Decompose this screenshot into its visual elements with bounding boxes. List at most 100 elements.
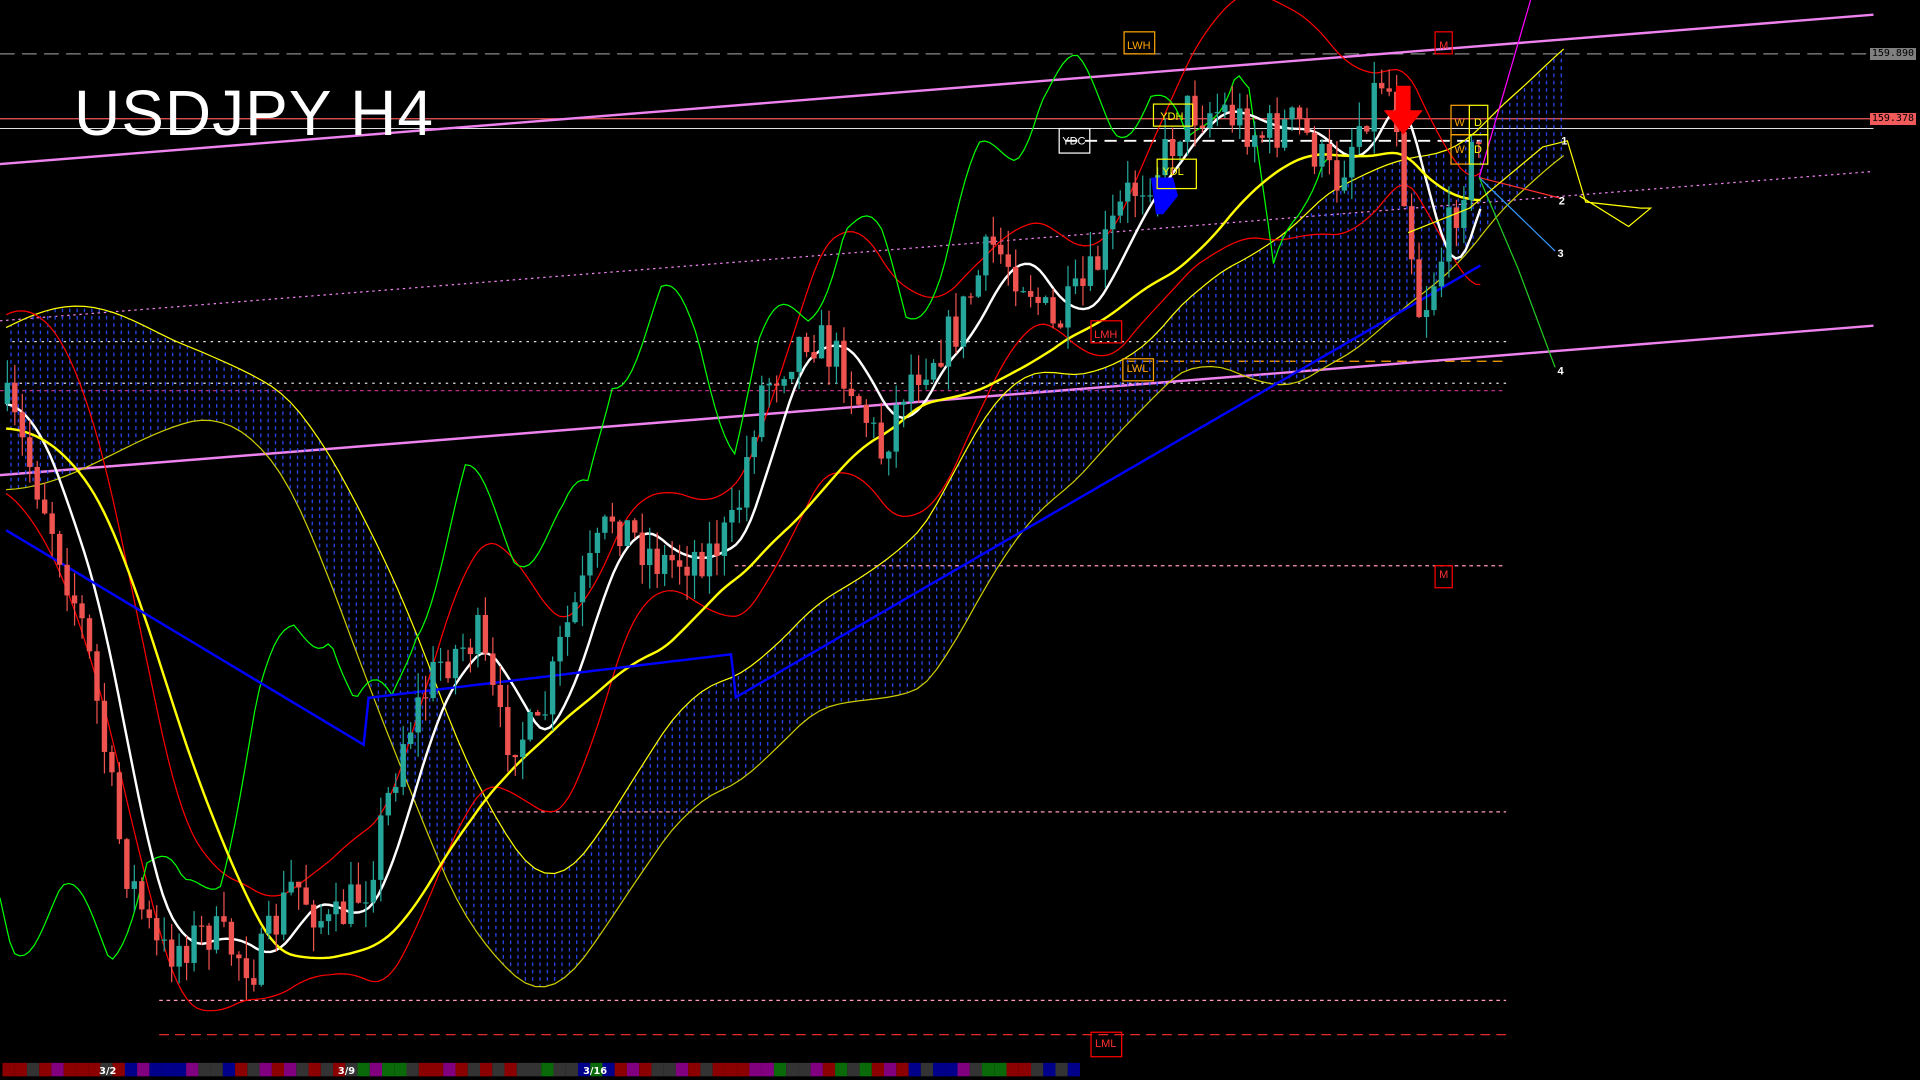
date-bar-segment bbox=[455, 1062, 468, 1077]
candle-body bbox=[430, 661, 436, 699]
date-bar-segment bbox=[675, 1062, 689, 1077]
date-bar-segment bbox=[528, 1062, 542, 1077]
candle-body bbox=[176, 945, 182, 967]
candle-body bbox=[288, 881, 294, 893]
candle-body bbox=[191, 925, 197, 963]
candle-body bbox=[1266, 113, 1273, 138]
lwh-box bbox=[1123, 31, 1156, 55]
candle-body bbox=[295, 881, 302, 888]
down-arrow-icon bbox=[1383, 85, 1423, 135]
candle-body bbox=[639, 532, 645, 566]
candle-body bbox=[818, 325, 825, 359]
date-bar-segment bbox=[761, 1062, 774, 1077]
date-bar-segment bbox=[822, 1062, 836, 1077]
candle-body bbox=[647, 548, 653, 566]
candle-body bbox=[699, 551, 705, 577]
lwh-label: LWH bbox=[1127, 40, 1151, 52]
candle-body bbox=[871, 422, 877, 424]
candle-body bbox=[945, 316, 952, 367]
date-bar-segment bbox=[565, 1062, 578, 1077]
candle-body bbox=[1214, 112, 1221, 114]
candle-body bbox=[714, 543, 720, 556]
candle-body bbox=[1095, 256, 1101, 270]
date-bar-segment bbox=[333, 1062, 346, 1077]
date-bar-segment bbox=[773, 1062, 787, 1077]
candle-body bbox=[490, 653, 496, 686]
date-bar-segment bbox=[284, 1062, 297, 1077]
moving-averages bbox=[5, 107, 1482, 960]
candle-body bbox=[4, 382, 11, 405]
candle-body bbox=[557, 636, 563, 662]
level-labels: LWH YDH YDC YDL LMH LWL LML M M W D W D … bbox=[1058, 31, 1567, 1058]
candle-body bbox=[1379, 82, 1385, 89]
candlesticks bbox=[4, 61, 1482, 1000]
candle-body bbox=[363, 902, 369, 904]
candle-body bbox=[534, 712, 541, 716]
date-bar-segment bbox=[614, 1062, 627, 1077]
candle-body bbox=[1087, 256, 1094, 286]
candle-body bbox=[594, 532, 601, 553]
candle-body bbox=[1184, 95, 1191, 142]
date-bar-segment bbox=[1006, 1062, 1019, 1077]
date-bar-segment bbox=[1055, 1062, 1068, 1077]
candle-body bbox=[915, 374, 922, 386]
date-bar-segment bbox=[186, 1062, 199, 1077]
candle-body bbox=[1027, 291, 1034, 297]
date-bar-segment bbox=[920, 1062, 934, 1077]
candle-body bbox=[1296, 107, 1303, 120]
date-bar-segment bbox=[26, 1062, 40, 1077]
candle-body bbox=[766, 383, 772, 386]
candle-body bbox=[781, 379, 787, 386]
candle-body bbox=[1438, 261, 1445, 287]
candle-body bbox=[1446, 207, 1452, 262]
date-bar-segment bbox=[541, 1062, 554, 1077]
candle-body bbox=[281, 892, 287, 935]
candle-body bbox=[408, 732, 414, 745]
candle-body bbox=[609, 516, 616, 522]
candle-body bbox=[1177, 141, 1183, 157]
date-bar-segment bbox=[222, 1062, 236, 1077]
candle-body bbox=[1304, 119, 1310, 133]
candle-body bbox=[258, 933, 264, 985]
candle-body bbox=[310, 904, 317, 928]
candle-body bbox=[1334, 160, 1340, 191]
candle-body bbox=[923, 379, 929, 386]
candle-body bbox=[340, 901, 347, 924]
date-bar-segment bbox=[443, 1062, 456, 1077]
candle-body bbox=[632, 520, 638, 533]
channel-upper-line bbox=[0, 13, 1874, 166]
candle-body bbox=[131, 881, 138, 889]
candle-body bbox=[1259, 135, 1265, 138]
candle-body bbox=[729, 509, 735, 523]
lmh-box bbox=[1090, 320, 1123, 344]
date-bar-segment bbox=[235, 1062, 248, 1077]
candle-body bbox=[101, 700, 108, 752]
m-mid-box bbox=[1434, 565, 1453, 589]
candle-body bbox=[602, 516, 608, 533]
candle-body bbox=[520, 739, 526, 758]
date-bar-segment bbox=[382, 1062, 395, 1077]
date-bar-segment bbox=[982, 1062, 995, 1077]
candle-body bbox=[19, 412, 25, 438]
candle-body bbox=[236, 954, 242, 959]
candle-body bbox=[56, 533, 63, 565]
date-bar-segment bbox=[149, 1062, 162, 1077]
candle-body bbox=[990, 236, 996, 245]
date-bar-segment bbox=[406, 1062, 419, 1077]
candle-body bbox=[1386, 88, 1392, 92]
date-bar-segment bbox=[63, 1062, 76, 1077]
date-bar-segment bbox=[626, 1062, 640, 1077]
date-bar-segment bbox=[749, 1062, 762, 1077]
date-bar-segment bbox=[712, 1062, 725, 1077]
date-bar-segment bbox=[859, 1062, 872, 1077]
candle-body bbox=[542, 714, 548, 716]
candle-body bbox=[796, 336, 802, 372]
candle-body bbox=[27, 437, 33, 467]
ma-fast-line bbox=[5, 107, 1482, 954]
candle-body bbox=[975, 275, 982, 297]
candle-body bbox=[549, 661, 556, 715]
candle-body bbox=[445, 661, 451, 679]
candle-body bbox=[1013, 266, 1019, 292]
candle-body bbox=[452, 648, 459, 679]
